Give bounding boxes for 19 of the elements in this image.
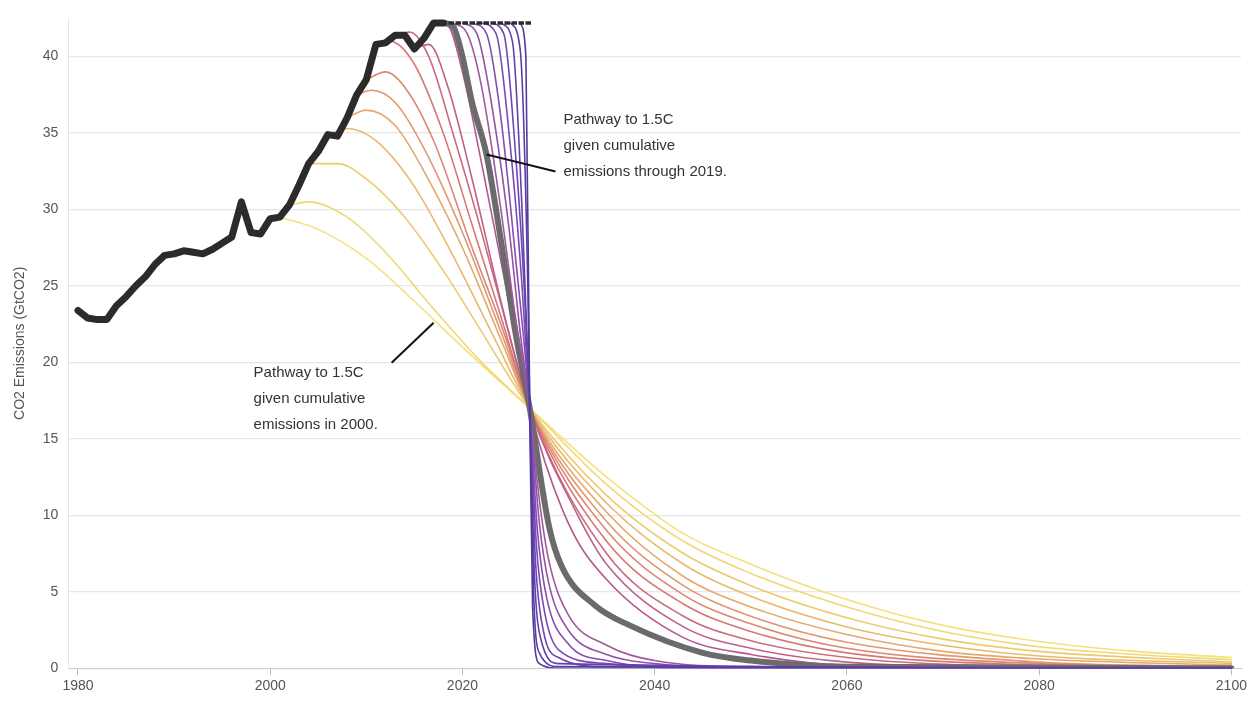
x-tick-label: 2020	[446, 677, 479, 694]
y-tick-label: 40	[42, 47, 59, 64]
y-tick-label: 35	[42, 123, 59, 140]
y-tick-label: 0	[50, 659, 59, 676]
y-tick-label: 10	[42, 506, 59, 523]
y-tick-label: 20	[42, 353, 59, 370]
y-tick-label: 25	[42, 276, 59, 293]
x-tick-label: 2100	[1215, 677, 1248, 694]
annotation: Pathway to 1.5C given cumulative emissions in 2000.	[253, 362, 378, 432]
y-tick-label: 5	[50, 582, 59, 599]
y-tick-label: 30	[42, 200, 59, 217]
annotation: Pathway to 1.5C given cumulative emissions through 2019.	[563, 109, 727, 179]
x-tick-label: 2040	[639, 677, 671, 694]
x-tick-label: 1980	[62, 677, 94, 694]
x-tick-label: 2080	[1023, 677, 1055, 694]
y-axis-title: CO2 Emissions (GtCO2)	[11, 266, 28, 420]
y-tick-label: 15	[42, 429, 59, 446]
x-tick-label: 2000	[254, 677, 286, 694]
x-tick-label: 2060	[831, 677, 863, 694]
